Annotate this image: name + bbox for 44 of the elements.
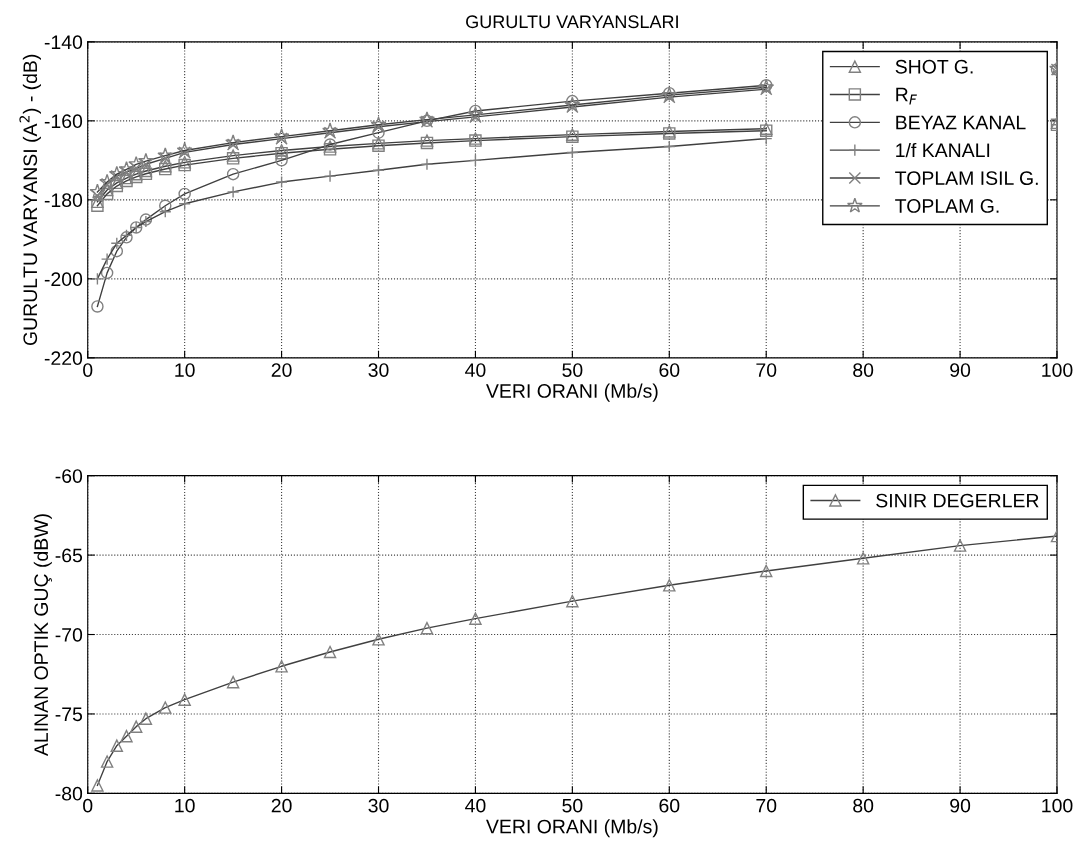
legend-label: TOPLAM ISIL G. <box>895 171 1038 186</box>
x-tick-label: 10 <box>175 798 195 813</box>
y-axis-title: ALINAN OPTIK GUÇ (dBW) <box>33 514 52 757</box>
x-tick-label: 70 <box>756 363 777 377</box>
y-tick-label: -200 <box>44 272 83 287</box>
y-tick-label: -220 <box>44 351 83 366</box>
y-tick-label: -65 <box>55 548 83 563</box>
legend-label: R$_{F}$ <box>896 87 917 105</box>
chart-title: GURULTU VARYANSLARI <box>466 15 678 29</box>
x-tick-label: 100 <box>1042 363 1073 377</box>
x-axis-title: VERI ORANI (Mb/s) <box>486 383 658 402</box>
x-tick-label: 40 <box>465 363 486 377</box>
y-tick-label: -75 <box>55 707 83 722</box>
x-tick-label: 100 <box>1042 798 1073 813</box>
x-tick-label: 40 <box>465 798 486 813</box>
legend-label: BEYAZ KANAL <box>896 115 1026 130</box>
y-tick-label: -180 <box>44 193 83 208</box>
x-tick-label: 20 <box>271 363 292 377</box>
x-tick-label: 10 <box>175 363 195 377</box>
y-axis-title: GURULTU VARYANSI (A$^{2}$) - (dB) <box>19 54 41 346</box>
x-tick-label: 70 <box>756 798 777 813</box>
x-tick-label: 90 <box>950 798 971 813</box>
x-tick-label: 80 <box>853 798 874 813</box>
x-tick-label: 30 <box>368 798 389 813</box>
y-tick-label: -60 <box>55 469 83 483</box>
x-tick-label: 30 <box>368 363 389 377</box>
x-axis-title: VERI ORANI (Mb/s) <box>486 819 658 838</box>
x-tick-label: 20 <box>271 798 292 813</box>
legend-label: TOPLAM G. <box>895 199 999 213</box>
legend-label: 1/f KANALI <box>896 142 990 158</box>
x-tick-label: 50 <box>562 363 583 377</box>
x-tick-label: 50 <box>562 798 583 813</box>
legend-label: SHOT G. <box>895 59 973 74</box>
y-tick-label: -80 <box>55 786 83 801</box>
y-tick-label: -70 <box>55 627 83 642</box>
x-tick-label: 0 <box>83 363 93 377</box>
x-tick-label: 80 <box>853 363 874 377</box>
y-tick-label: -160 <box>44 114 83 129</box>
x-tick-label: 60 <box>659 363 680 377</box>
x-tick-label: 90 <box>950 363 971 377</box>
x-tick-label: 0 <box>83 798 93 813</box>
y-tick-label: -140 <box>44 35 83 50</box>
legend-label: SINIR DEGERLER <box>876 493 1039 508</box>
x-tick-label: 60 <box>659 798 680 813</box>
